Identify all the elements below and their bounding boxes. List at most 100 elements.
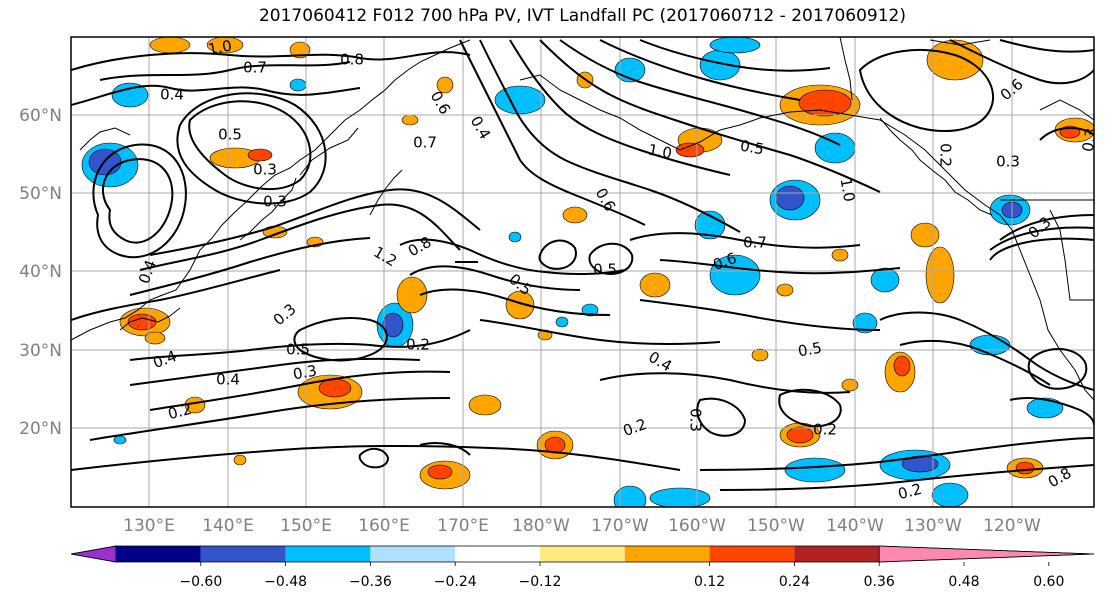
contour-label: 0.2 [813, 421, 837, 439]
pv-anomaly-blob [709, 37, 761, 54]
pv-anomaly-blob [613, 485, 647, 507]
colorbar-segment [200, 546, 286, 562]
contour-label: 0.2 [406, 336, 430, 354]
colorbar-segment [116, 546, 201, 562]
pv-anomaly-blob [206, 37, 244, 54]
contour-label: 0.5 [593, 261, 617, 279]
contour-label: 0.4 [216, 371, 240, 389]
pv-anomaly-blob [289, 78, 307, 92]
pv-anomaly-blob [776, 283, 794, 297]
pv-contours [71, 39, 1094, 491]
colorbar-tick-label: −0.48 [264, 574, 307, 590]
colorbar-tick-labels: −0.60 −0.48 −0.36 −0.24 −0.12 0.12 0.24 0.36 0.4… [179, 562, 1064, 590]
colorbar-tick-label: −0.36 [349, 574, 392, 590]
latitude-label: 20°N [19, 419, 62, 439]
longitude-label: 170°E [437, 516, 489, 536]
latitude-label: 60°N [19, 106, 62, 126]
pv-anomaly-blob [289, 41, 311, 59]
longitude-label: 140°W [826, 516, 884, 536]
contour-label: 0.5 [286, 341, 310, 359]
pv-anomaly-blob [709, 254, 761, 296]
pv-anomaly-blob [870, 267, 900, 293]
contour-label: 0.3 [687, 408, 705, 432]
pv-anomaly-blob [751, 348, 769, 362]
pv-anomaly-blob [111, 82, 149, 108]
pv-anomaly-blob [427, 464, 453, 480]
contour-label: 1.0 [207, 37, 234, 59]
latitude-labels: 60°N 50°N 40°N 30°N 20°N [19, 106, 62, 439]
longitude-label: 160°W [668, 516, 726, 536]
contour-label: 0.2 [166, 400, 194, 424]
pv-anomaly-blob [581, 303, 599, 317]
contour-label: 0.7 [743, 234, 767, 252]
pv-anomaly-blob [841, 378, 859, 392]
contour-label: 0.2 [937, 143, 955, 167]
contour-label: 0.5 [218, 126, 242, 144]
pv-anomaly-blob [775, 185, 805, 211]
colorbar-tick-label: −0.60 [179, 574, 222, 590]
colorbar-tick-label: 0.24 [779, 574, 810, 590]
pv-anomaly-blob [247, 148, 273, 162]
colorbar-segment [540, 546, 625, 562]
colorbar-tick-label: 0.60 [1033, 574, 1064, 590]
pv-anomaly-blob [382, 312, 404, 338]
contour-label: 0.4 [160, 86, 184, 104]
longitude-labels: 130°E 140°E 150°E 160°E 170°E 180°W 170°W 160°W… [123, 516, 1041, 536]
pv-anomaly-blob [505, 290, 535, 320]
contour-label: 0.8 [340, 51, 364, 69]
pv-anomaly-blob [910, 222, 940, 248]
colorbar-tick-label: 0.48 [948, 574, 979, 590]
pv-anomaly-blob [831, 248, 849, 262]
longitude-label: 120°W [983, 516, 1041, 536]
colorbar-tick-label: 0.12 [694, 574, 725, 590]
pv-anomaly-blob [814, 132, 856, 164]
pv-anomaly-blob [113, 435, 127, 445]
longitude-label: 160°E [358, 516, 410, 536]
longitude-label: 180°W [512, 516, 570, 536]
pv-anomaly-blob [436, 76, 454, 94]
colorbar-segment [624, 546, 710, 562]
contour-label: 0.5 [797, 339, 824, 361]
contour-label: 0.7 [243, 59, 267, 77]
colorbar-extend-low [70, 545, 117, 563]
colorbar [70, 545, 1095, 563]
pv-anomaly-blob [852, 312, 878, 334]
pv-anomaly-blob [555, 316, 569, 328]
pv-anomaly-blob [649, 487, 711, 507]
colorbar-segment [794, 546, 880, 562]
longitude-label: 130°E [123, 516, 175, 536]
map-title: 2017060412 F012 700 hPa PV, IVT Landfall… [258, 6, 906, 26]
pv-anomaly-blob [468, 394, 502, 416]
pv-anomaly-blob [694, 210, 726, 240]
colorbar-tick-label: 0.36 [864, 574, 895, 590]
pv-anomaly-blob [1015, 461, 1035, 475]
contour-label: 1.0 [647, 141, 674, 163]
colorbar-segment [285, 546, 371, 562]
contour-label: 0.2 [896, 480, 924, 504]
latitude-label: 50°N [19, 184, 62, 204]
pv-anomaly-blob [494, 85, 546, 115]
contour-label: 0.6 [586, 1, 610, 19]
colorbar-segment [709, 546, 795, 562]
pv-anomaly-blob [401, 114, 419, 126]
pv-anomaly-blob [149, 37, 191, 54]
pv-anomaly-blob [893, 355, 911, 377]
pv-anomaly-blob [969, 334, 1011, 356]
pv-anomaly-blob [784, 457, 846, 483]
pv-anomaly-blob [144, 331, 166, 345]
contour-label: 0.7 [413, 134, 437, 152]
pv-anomaly-blob [798, 89, 852, 117]
contour-label: 0.3 [292, 362, 319, 384]
colorbar-extend-high [878, 545, 1095, 563]
pv-anomaly-blob [396, 276, 428, 314]
map-border [70, 36, 1095, 508]
contour-label: 0.5 [739, 137, 766, 159]
pv-anomaly-blob [786, 426, 814, 444]
pv-anomaly-blob [562, 206, 588, 224]
colorbar-tick-label: −0.24 [434, 574, 477, 590]
longitude-label: 170°W [591, 516, 649, 536]
latitude-label: 30°N [19, 341, 62, 361]
pv-anomaly-blob [925, 246, 955, 304]
contour-label: 0.3 [263, 193, 287, 211]
